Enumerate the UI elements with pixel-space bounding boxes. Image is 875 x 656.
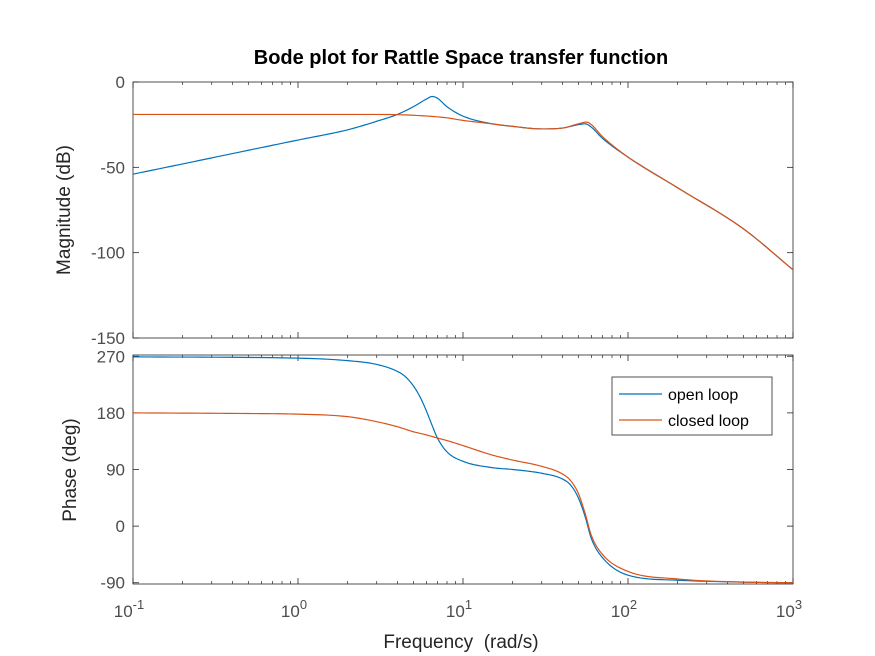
y-tick-label: 90 — [106, 461, 125, 480]
phase-lines — [132, 356, 794, 584]
x-tick-label: 100 — [281, 597, 307, 621]
y-tick-label: 0 — [116, 517, 125, 536]
phase-line-open-loop — [132, 356, 794, 584]
magnitude-lines — [132, 95, 794, 271]
x-tick-label: 10-1 — [114, 597, 144, 621]
magnitude-ylabel: Magnitude (dB) — [54, 145, 75, 275]
y-tick-label: 270 — [97, 347, 125, 366]
x-tick-labels: 10-1 100 101 102 103 — [114, 597, 802, 621]
phase-ylabel: Phase (deg) — [60, 418, 81, 522]
phase-line-closed-loop — [132, 412, 794, 584]
legend-box — [611, 376, 773, 436]
x-tick-label: 102 — [611, 597, 637, 621]
magnitude-ticks: 0 -50 -100 -150 — [91, 73, 794, 348]
chart-title: Bode plot for Rattle Space transfer func… — [254, 47, 668, 69]
legend: open loop closed loop — [611, 376, 773, 436]
magnitude-panel: 0 -50 -100 -150 Magnitude (dB) — [54, 73, 794, 348]
y-tick-label: 0 — [116, 73, 125, 92]
magnitude-line-closed-loop — [133, 113, 794, 271]
y-tick-label: -100 — [91, 244, 125, 263]
legend-label-closed-loop: closed loop — [668, 413, 749, 430]
x-tick-label: 103 — [776, 597, 802, 621]
x-axis-label: Frequency (rad/s) — [383, 632, 538, 653]
y-tick-label: -90 — [100, 574, 125, 593]
legend-label-open-loop: open loop — [668, 387, 738, 404]
magnitude-line-open-loop — [132, 95, 794, 271]
x-tick-label: 101 — [446, 597, 472, 621]
magnitude-axes-box — [132, 81, 794, 339]
y-tick-label: -150 — [91, 329, 125, 348]
y-tick-label: 180 — [97, 404, 125, 423]
y-tick-label: -50 — [100, 158, 125, 177]
